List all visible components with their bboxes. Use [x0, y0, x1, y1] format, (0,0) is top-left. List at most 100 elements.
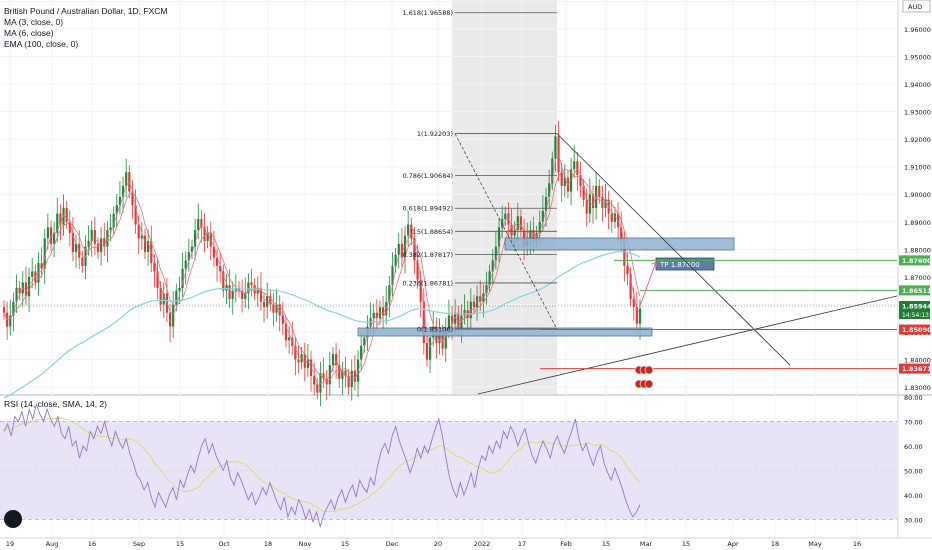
candle-body	[222, 271, 225, 291]
chart-legend: British Pound / Australian Dollar, 1D, F…	[4, 6, 167, 50]
candle-body	[510, 224, 513, 236]
time-tick-label: Oct	[218, 540, 230, 548]
candle-body	[56, 213, 59, 233]
indicator-ma6[interactable]: MA (6, close)	[4, 28, 54, 38]
ma6-line	[3, 168, 641, 383]
candle-body	[112, 213, 115, 228]
candle-body	[419, 279, 422, 302]
candle-body	[620, 227, 623, 242]
symbol-title[interactable]: British Pound / Australian Dollar, 1D, F…	[4, 6, 168, 16]
candle-body	[381, 307, 385, 316]
candle-body	[93, 230, 96, 244]
price-tick-label: 1.84000	[904, 357, 931, 365]
candle-body	[15, 287, 18, 302]
rsi-tick-label: 60.00	[904, 443, 923, 451]
candle-body	[335, 354, 338, 366]
candle-body	[579, 174, 582, 186]
candle-body	[96, 243, 100, 253]
price-tick-label: 1.93000	[904, 109, 931, 117]
candle-body	[212, 246, 216, 258]
price-tick-label: 1.96000	[904, 26, 931, 34]
candle-body	[598, 185, 601, 197]
candle-body	[569, 169, 573, 192]
currency-badge	[902, 0, 931, 13]
candle-body	[372, 312, 375, 319]
time-tick-label: 15	[341, 540, 349, 548]
fib-level-label: 0.236(1.86781)	[402, 279, 453, 287]
candle-body	[488, 271, 491, 286]
candle-body	[563, 177, 566, 186]
candle-body	[454, 312, 457, 324]
candle-body	[504, 213, 507, 220]
candle-body	[328, 365, 331, 385]
candle-body	[162, 293, 165, 305]
candle-body	[585, 199, 588, 214]
indicator-ma3[interactable]: MA (3, close, 0)	[4, 17, 64, 27]
candle-body	[269, 296, 272, 305]
candle-body	[215, 257, 219, 266]
candle-body	[501, 219, 504, 228]
candle-body	[74, 243, 78, 253]
candle-body	[422, 301, 425, 344]
candle-body	[143, 235, 147, 253]
candle-body	[551, 158, 554, 184]
candle-body	[629, 274, 632, 299]
candle-body	[538, 221, 541, 233]
candle-body	[444, 329, 447, 349]
candle-body	[275, 304, 278, 313]
candle-body	[87, 241, 90, 247]
price-tick-label: 1.92000	[904, 136, 931, 144]
time-tick-label: 15	[682, 540, 690, 548]
price-tick-label: 1.87000	[904, 274, 931, 282]
candle-body	[573, 161, 576, 170]
candle-body	[156, 271, 159, 288]
price-tag-label: 1.87600	[902, 257, 932, 265]
candle-body	[410, 224, 413, 239]
time-tick-label: Feb	[560, 540, 572, 548]
candle-body	[71, 232, 75, 253]
time-tick-label: Aug	[46, 540, 59, 548]
time-tick-label: 18	[771, 540, 779, 548]
candle-body	[360, 345, 363, 360]
candle-body	[40, 263, 43, 269]
price-tag-label: 1.83671	[902, 365, 932, 373]
candle-body	[532, 230, 535, 242]
candle-body	[588, 194, 591, 214]
candle-body	[428, 337, 432, 360]
candle-body	[413, 238, 416, 261]
candle-body	[181, 268, 184, 288]
candle-body	[168, 312, 172, 327]
candle-body	[294, 345, 297, 360]
candle-body	[109, 227, 112, 231]
candle-body	[582, 185, 585, 200]
candle-body	[187, 252, 190, 261]
price-tag-label: 1.85090	[902, 326, 932, 334]
candle-body	[262, 301, 266, 308]
indicator-ema100[interactable]: EMA (100, close, 0)	[4, 39, 79, 49]
fib-trend-line	[454, 133, 558, 330]
candle-body	[12, 301, 15, 316]
resistance-zone	[504, 237, 735, 251]
candle-body	[541, 210, 544, 222]
candle-body	[313, 376, 316, 385]
candle-body	[281, 315, 284, 324]
candle-body	[128, 172, 131, 192]
projection-arrow	[639, 261, 657, 307]
price-tick-label: 1.90000	[904, 191, 931, 199]
candle-body	[388, 285, 391, 302]
candle-body	[331, 354, 335, 366]
rsi-tick-label: 50.00	[904, 467, 923, 475]
candle-body	[397, 243, 400, 255]
time-tick-label: Dec	[386, 540, 399, 548]
price-tick-label: 1.91000	[904, 164, 931, 172]
candle-body	[203, 227, 206, 242]
currency-label: AUD	[908, 3, 922, 11]
projection-arrowhead	[651, 261, 658, 268]
candle-body	[288, 337, 291, 341]
rsi-legend[interactable]: RSI (14, close, SMA, 14, 2)	[4, 399, 107, 409]
candle-body	[247, 282, 250, 294]
rsi-tick-label: 80.00	[904, 394, 923, 402]
candle-body	[491, 260, 494, 272]
candle-body	[81, 257, 84, 266]
